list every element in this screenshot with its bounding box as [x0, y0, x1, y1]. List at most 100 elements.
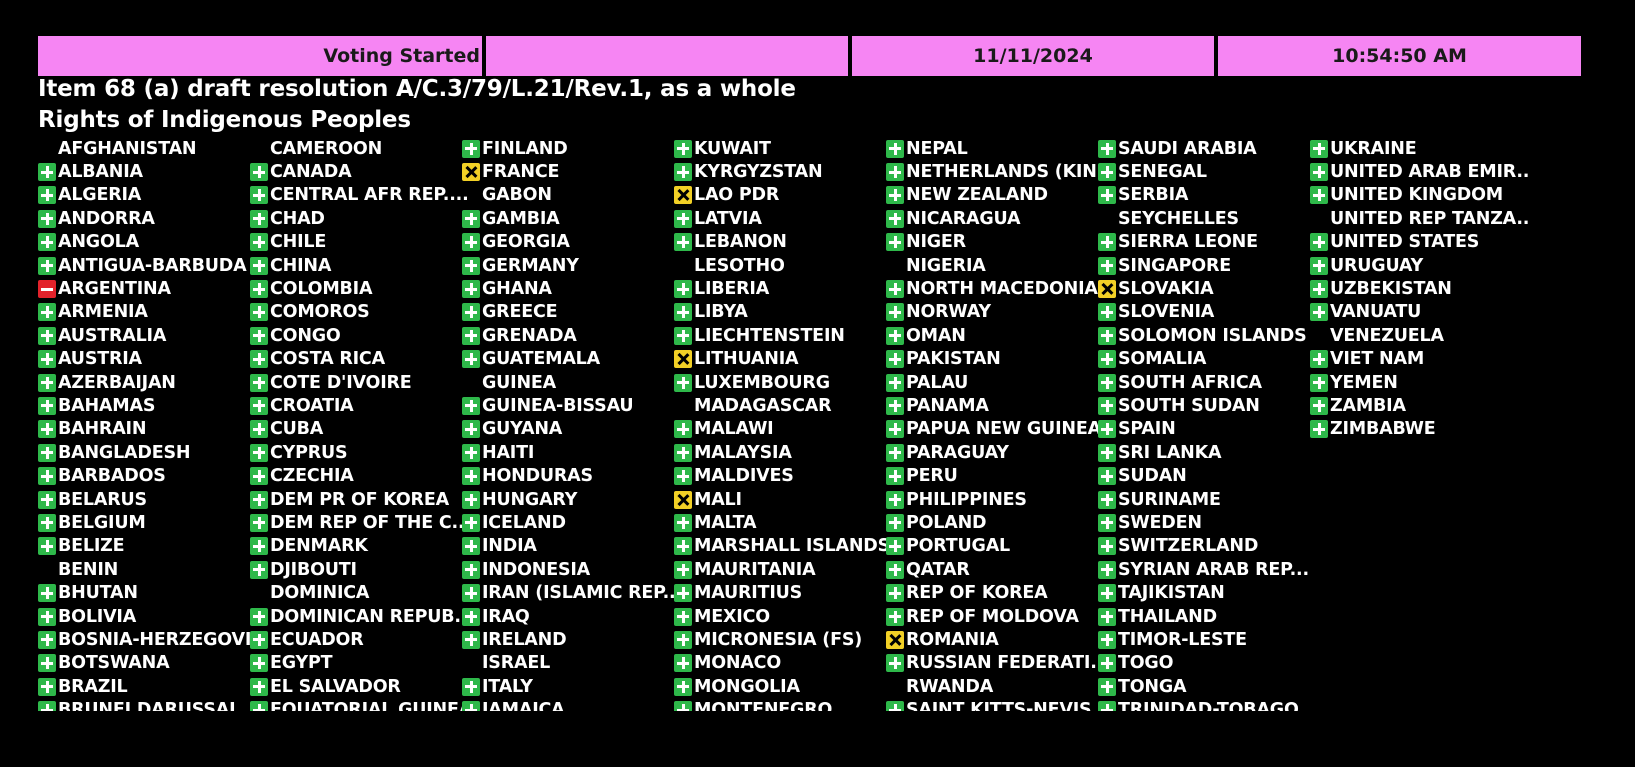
country-name: CONGO [270, 325, 341, 346]
country-name: BHUTAN [58, 583, 138, 604]
green-plus-icon [250, 654, 268, 673]
green-plus-icon [250, 677, 268, 696]
country-name: INDIA [482, 536, 537, 557]
green-plus-icon [674, 467, 692, 486]
country-name: ISRAEL [482, 653, 551, 674]
country-vote-row: FINLAND [462, 137, 680, 160]
country-vote-row: DJIBOUTI [250, 558, 468, 581]
green-plus-icon [462, 584, 480, 603]
country-vote-row: BOLIVIA [38, 605, 256, 628]
green-plus-icon [886, 701, 904, 711]
country-name: EL SALVADOR [270, 676, 401, 697]
country-vote-row: ALBANIA [38, 160, 256, 183]
country-vote-row: SOUTH AFRICA [1098, 371, 1316, 394]
vote-column: UKRAINE UNITED ARAB EMIR... UNITED KINGDOM… [1310, 137, 1528, 441]
country-vote-row: SUDAN [1098, 464, 1316, 487]
country-name: ANDORRA [58, 208, 155, 229]
green-plus-icon [250, 280, 268, 299]
country-name: SRI LANKA [1118, 442, 1222, 463]
green-plus-icon [1310, 163, 1328, 182]
no-vote [462, 654, 480, 672]
green-plus-icon [886, 654, 904, 673]
green-plus-icon [1310, 420, 1328, 439]
green-plus-icon [886, 467, 904, 486]
country-name: RWANDA [906, 676, 994, 697]
country-name: DOMINICAN REPUB... [270, 606, 468, 627]
country-vote-row: LATVIA [674, 207, 892, 230]
country-name: KUWAIT [694, 138, 771, 159]
country-vote-row: GUATEMALA [462, 348, 680, 371]
country-name: PAKISTAN [906, 349, 1001, 370]
country-name: ITALY [482, 676, 533, 697]
country-vote-row: UNITED STATES [1310, 231, 1528, 254]
country-vote-row: GREECE [462, 301, 680, 324]
country-vote-row: TONGA [1098, 675, 1316, 698]
country-name: ARGENTINA [58, 279, 171, 300]
country-name: BOLIVIA [58, 606, 137, 627]
green-plus-icon [1098, 420, 1116, 439]
voting-time-text: 10:54:50 AM [1332, 45, 1467, 67]
green-plus-icon [1098, 654, 1116, 673]
green-plus-icon [38, 163, 56, 182]
voting-date-text: 11/11/2024 [973, 45, 1093, 67]
green-plus-icon [38, 677, 56, 696]
country-name: MAURITANIA [694, 559, 816, 580]
country-name: CHAD [270, 208, 325, 229]
country-vote-row: LAO PDR [674, 184, 892, 207]
country-vote-row: CHAD [250, 207, 468, 230]
green-plus-icon [1098, 186, 1116, 205]
green-plus-icon [674, 537, 692, 556]
country-name: SAINT KITTS-NEVIS [906, 700, 1092, 711]
country-vote-row: NETHERLANDS (KIN... [886, 160, 1104, 183]
country-name: GUINEA [482, 372, 557, 393]
green-plus-icon [250, 186, 268, 205]
no-vote [886, 257, 904, 275]
country-vote-row: CUBA [250, 418, 468, 441]
country-name: UNITED KINGDOM [1330, 185, 1503, 206]
country-name: LATVIA [694, 208, 762, 229]
country-vote-row: PERU [886, 464, 1104, 487]
country-vote-row: MARSHALL ISLANDS [674, 535, 892, 558]
country-name: DEM REP OF THE C... [270, 512, 468, 533]
country-vote-row: SPAIN [1098, 418, 1316, 441]
vote-column: AFGHANISTAN ALBANIA ALGERIA ANDORRA ANGOLA AN… [38, 137, 256, 711]
country-name: BAHRAIN [58, 419, 147, 440]
no-vote [38, 140, 56, 158]
green-plus-icon [462, 209, 480, 228]
country-vote-row: HONDURAS [462, 464, 680, 487]
country-name: NETHERLANDS (KIN... [906, 162, 1104, 183]
green-plus-icon [462, 139, 480, 158]
country-name: BELIZE [58, 536, 125, 557]
country-name: NORTH MACEDONIA [906, 279, 1098, 300]
green-plus-icon [886, 560, 904, 579]
country-name: BRAZIL [58, 676, 128, 697]
green-plus-icon [462, 467, 480, 486]
green-plus-icon [250, 607, 268, 626]
country-name: VIET NAM [1330, 349, 1425, 370]
green-plus-icon [38, 513, 56, 532]
country-name: ZAMBIA [1330, 395, 1406, 416]
green-plus-icon [462, 420, 480, 439]
green-plus-icon [1098, 490, 1116, 509]
country-name: FRANCE [482, 162, 560, 183]
country-name: LAO PDR [694, 185, 780, 206]
green-plus-icon [462, 303, 480, 322]
country-name: PORTUGAL [906, 536, 1010, 557]
country-vote-row: HAITI [462, 441, 680, 464]
country-name: IRELAND [482, 629, 567, 650]
country-vote-row: NIGER [886, 231, 1104, 254]
country-vote-row: LESOTHO [674, 254, 892, 277]
country-vote-row: TRINIDAD-TOBAGO [1098, 698, 1316, 711]
country-name: MALI [694, 489, 742, 510]
country-vote-row: REP OF MOLDOVA [886, 605, 1104, 628]
country-vote-row: KYRGYZSTAN [674, 160, 892, 183]
country-name: ALBANIA [58, 162, 143, 183]
no-vote [250, 584, 268, 602]
green-plus-icon [250, 256, 268, 275]
country-name: PARAGUAY [906, 442, 1009, 463]
country-vote-row: BELIZE [38, 535, 256, 558]
green-plus-icon [674, 326, 692, 345]
no-vote [1310, 210, 1328, 228]
country-vote-row: PAKISTAN [886, 348, 1104, 371]
country-vote-row: BOTSWANA [38, 652, 256, 675]
